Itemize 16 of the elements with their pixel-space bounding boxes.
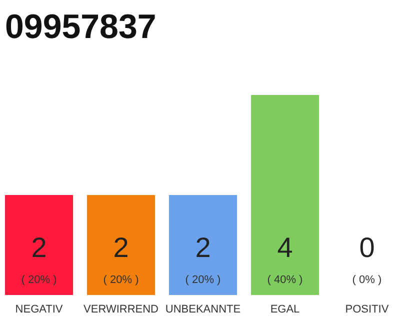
annotation: 0 (359, 232, 375, 263)
x-tick-label: EGAL (270, 304, 300, 316)
annotation: 2 (195, 232, 211, 263)
data-label: ( 20% ) (103, 274, 139, 286)
chart-title: 09957837 (5, 8, 156, 46)
x-tick-label: NEGATIV (15, 304, 64, 316)
x-tick-label: POSITIV (345, 304, 390, 316)
annotation: 2 (31, 232, 47, 263)
x-tick-label: UNBEKANNTE (165, 304, 241, 316)
data-label: ( 40% ) (267, 274, 303, 286)
data-label: ( 0% ) (352, 274, 382, 286)
x-tick-label: VERWIRREND (84, 304, 159, 316)
annotation: 4 (277, 232, 293, 263)
annotation: 2 (113, 232, 129, 263)
data-label: ( 20% ) (21, 274, 57, 286)
data-label: ( 20% ) (185, 274, 221, 286)
